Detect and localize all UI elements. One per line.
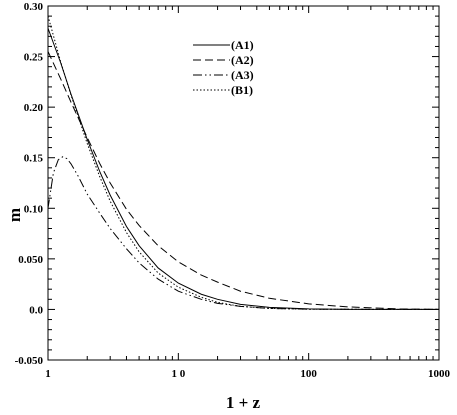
y-tick-label: 0.050 xyxy=(18,254,43,266)
y-tick-label: 0.10 xyxy=(24,203,44,215)
x-tick-label: 100 xyxy=(300,368,317,380)
series-line-a3 xyxy=(47,156,440,310)
y-tick-label: 0.20 xyxy=(24,102,44,114)
x-tick-label: 1 0 xyxy=(171,368,185,380)
x-axis: 1 1 0 100 1000 xyxy=(45,6,451,380)
series-line-a2 xyxy=(47,51,440,310)
y-tick-label: -0.050 xyxy=(15,355,44,367)
legend: (A1)(A2)(A3)(B1) xyxy=(193,38,254,97)
y-tick-label: 0.15 xyxy=(24,153,44,165)
y-tick-label: 0.25 xyxy=(24,52,44,64)
plot-frame xyxy=(47,5,440,361)
y-axis-label: m xyxy=(5,208,24,222)
legend-label: (A3) xyxy=(231,68,254,82)
series-group xyxy=(47,15,440,310)
legend-label: (A2) xyxy=(231,53,254,67)
series-line-a1 xyxy=(47,28,440,310)
x-tick-label: 1 xyxy=(45,368,51,380)
legend-label: (B1) xyxy=(231,83,253,97)
y-tick-label: 0.0 xyxy=(29,304,43,316)
x-axis-label: 1 + z xyxy=(226,393,261,412)
y-tick-label: 0.30 xyxy=(24,1,44,13)
legend-label: (A1) xyxy=(231,38,254,52)
x-tick-label: 1000 xyxy=(428,368,451,380)
y-axis: -0.050 0.0 0.050 0.10 0.15 0.20 0.25 0.30 xyxy=(15,1,439,367)
